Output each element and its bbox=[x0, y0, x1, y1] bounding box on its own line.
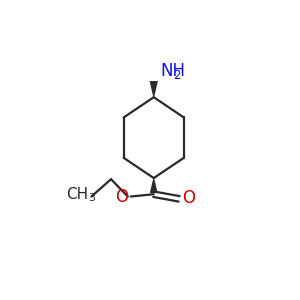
Polygon shape bbox=[150, 179, 158, 193]
Polygon shape bbox=[150, 81, 158, 96]
Text: 3: 3 bbox=[88, 193, 96, 203]
Text: O: O bbox=[182, 189, 195, 207]
Text: CH: CH bbox=[66, 187, 88, 202]
Text: NH: NH bbox=[160, 62, 185, 80]
Text: 2: 2 bbox=[173, 69, 180, 82]
Text: O: O bbox=[115, 188, 128, 206]
